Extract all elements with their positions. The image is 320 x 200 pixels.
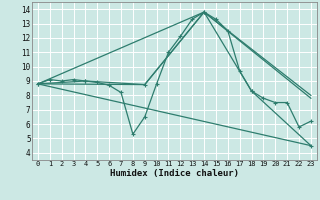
X-axis label: Humidex (Indice chaleur): Humidex (Indice chaleur) [110, 169, 239, 178]
